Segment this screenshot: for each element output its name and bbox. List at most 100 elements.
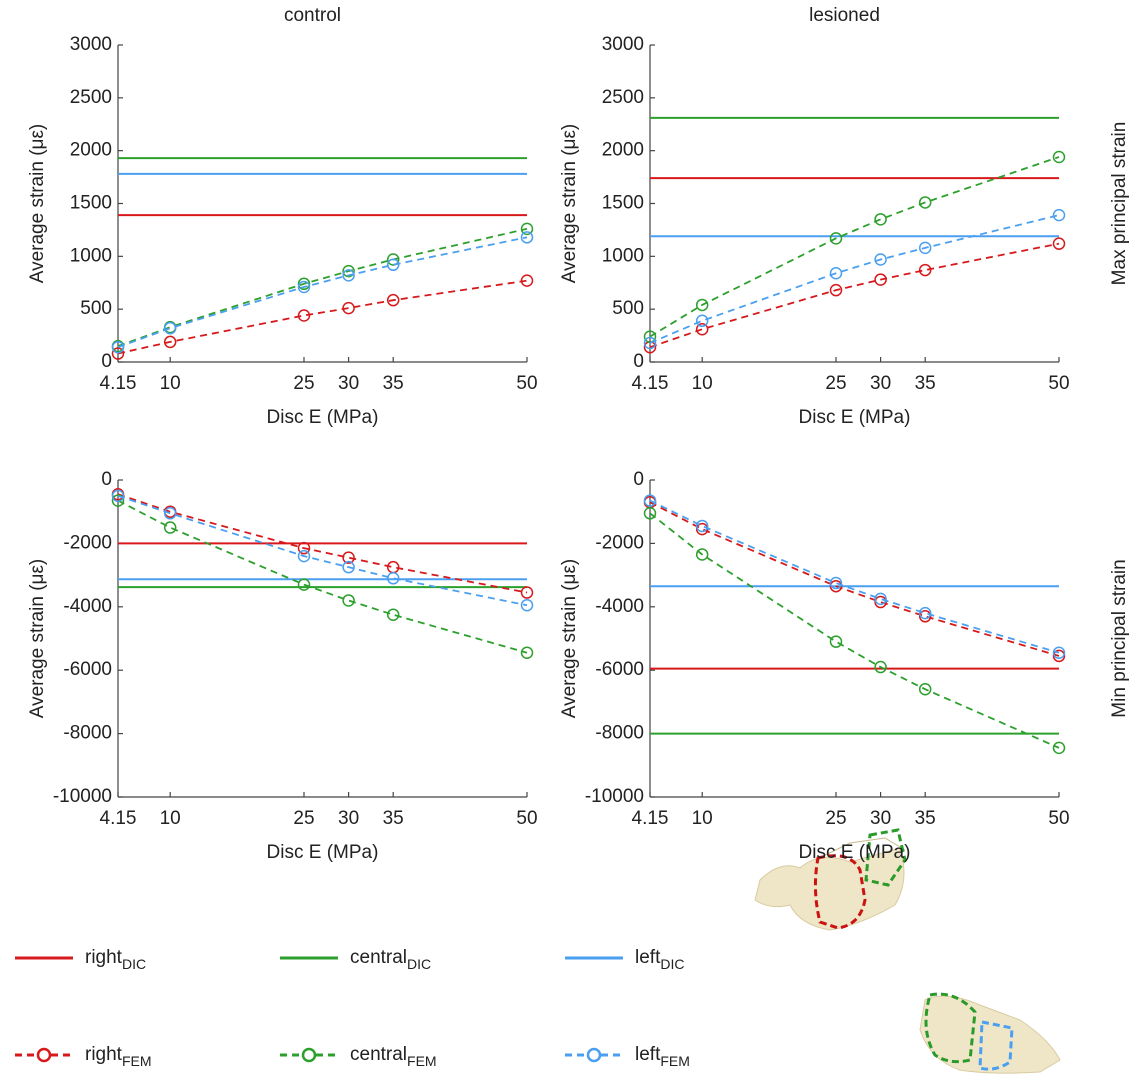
- panel: -10000 -8000 -6000 -4000 -2000 0 4.15 10 25 30 35 5…: [559, 469, 1130, 863]
- fem-marker: [342, 560, 355, 574]
- panel: -10000 -8000 -6000 -4000 -2000 0 4.15 10 25 30 35 5…: [27, 469, 538, 863]
- y-axis-label: Average strain (με): [559, 559, 580, 719]
- x-axis-label: Disc E (MPa): [799, 407, 911, 428]
- legend-label: leftDIC: [635, 947, 684, 972]
- fem-marker: [342, 594, 355, 607]
- fem-marker: [297, 309, 311, 322]
- fem-marker: [874, 253, 887, 266]
- y-tick-label: 2000: [70, 140, 112, 161]
- fem-marker: [918, 196, 932, 209]
- fem-marker: [829, 635, 843, 648]
- x-tick-label: 25: [825, 373, 846, 394]
- panel: 0 500 1000 1500 2000 2500 3000 4.15 10 25 30 35 50 Di…: [559, 5, 1130, 428]
- fem-line: [649, 499, 1060, 654]
- y-tick-label: 3000: [602, 34, 644, 55]
- legend-subscript: DIC: [122, 956, 146, 972]
- legend-marker: [36, 1047, 52, 1063]
- legend-marker: [586, 1047, 602, 1063]
- legend-name: left: [635, 1044, 661, 1065]
- fem-marker: [643, 336, 657, 350]
- x-tick-label: 4.15: [100, 808, 137, 829]
- legend-entry: leftFEM: [565, 1044, 690, 1069]
- y-tick-label: 0: [101, 469, 112, 490]
- x-tick-label: 30: [338, 808, 359, 829]
- fem-marker: [386, 253, 400, 266]
- x-tick-label: 50: [516, 808, 537, 829]
- legend-entry: rightDIC: [15, 947, 146, 972]
- fem-marker: [163, 335, 177, 349]
- central-roi-2: [924, 992, 977, 1064]
- fem-marker: [695, 548, 709, 561]
- y-tick-label: 1500: [602, 193, 644, 214]
- y-tick-label: 3000: [70, 34, 112, 55]
- fem-marker: [297, 541, 311, 555]
- fem-marker: [342, 264, 355, 278]
- legend-label: leftFEM: [635, 1044, 690, 1069]
- fem-marker: [163, 507, 177, 520]
- fem-line: [117, 279, 528, 355]
- fem-marker: [918, 682, 932, 696]
- legend-subscript: FEM: [122, 1053, 152, 1069]
- y-tick-label: -6000: [595, 659, 644, 680]
- fem-marker: [695, 519, 709, 533]
- legend-name: right: [85, 1044, 123, 1065]
- legend-name: right: [85, 947, 123, 968]
- fem-marker: [111, 489, 125, 503]
- y-tick-label: 2000: [602, 140, 644, 161]
- x-tick-label: 10: [160, 373, 181, 394]
- y-tick-label: 1500: [70, 193, 112, 214]
- fem-marker: [829, 283, 843, 297]
- fem-marker: [695, 322, 709, 336]
- fem-marker: [520, 222, 534, 236]
- y-tick-label: 1000: [602, 245, 644, 266]
- fem-marker: [1052, 649, 1066, 663]
- y-axis-label: Average strain (με): [559, 124, 580, 284]
- legend-label: centralDIC: [350, 947, 431, 972]
- fem-line: [117, 236, 528, 349]
- fem-marker: [297, 277, 311, 291]
- x-tick-label: 30: [870, 373, 891, 394]
- panel-title: lesioned: [809, 5, 880, 26]
- fem-marker: [520, 646, 534, 660]
- fem-line: [117, 499, 528, 654]
- y-tick-label: -2000: [595, 532, 644, 553]
- fem-marker: [297, 549, 311, 563]
- legend-subscript: FEM: [660, 1053, 690, 1069]
- y-tick-label: -4000: [63, 596, 112, 617]
- fem-marker: [386, 293, 400, 307]
- x-tick-label: 4.15: [632, 808, 669, 829]
- y-tick-label: -8000: [63, 723, 112, 744]
- fem-marker: [1052, 208, 1066, 222]
- y-tick-label: -8000: [595, 723, 644, 744]
- fem-line: [649, 214, 1060, 344]
- y-tick-label: -2000: [63, 532, 112, 553]
- fem-marker: [1052, 646, 1066, 660]
- x-tick-label: 50: [516, 373, 537, 394]
- fem-marker: [342, 551, 355, 564]
- y-tick-label: 500: [612, 298, 644, 319]
- fem-marker: [643, 507, 657, 520]
- x-tick-label: 35: [383, 373, 404, 394]
- vertebra-illustration: [754, 828, 1061, 1074]
- x-tick-label: 4.15: [100, 373, 137, 394]
- fem-marker: [1052, 237, 1066, 250]
- fem-line: [649, 156, 1060, 338]
- fem-line: [649, 501, 1060, 657]
- fem-marker: [829, 266, 843, 280]
- x-tick-label: 50: [1048, 808, 1069, 829]
- fem-line: [117, 494, 528, 607]
- x-tick-label: 25: [293, 808, 314, 829]
- x-tick-label: 30: [870, 808, 891, 829]
- vertebra-bottom: [919, 995, 1061, 1074]
- x-axis-label: Disc E (MPa): [267, 842, 379, 863]
- fem-marker: [163, 321, 177, 335]
- fem-marker: [297, 280, 311, 294]
- fem-marker: [520, 598, 534, 612]
- fem-marker: [1052, 150, 1066, 164]
- legend-label: rightFEM: [85, 1044, 152, 1069]
- fem-marker: [520, 231, 534, 244]
- fem-marker: [918, 610, 932, 623]
- panel: 0 500 1000 1500 2000 2500 3000 4.15 10 25 30 35 50 Di…: [27, 5, 538, 428]
- legend-subscript: DIC: [660, 956, 684, 972]
- fem-marker: [918, 606, 932, 620]
